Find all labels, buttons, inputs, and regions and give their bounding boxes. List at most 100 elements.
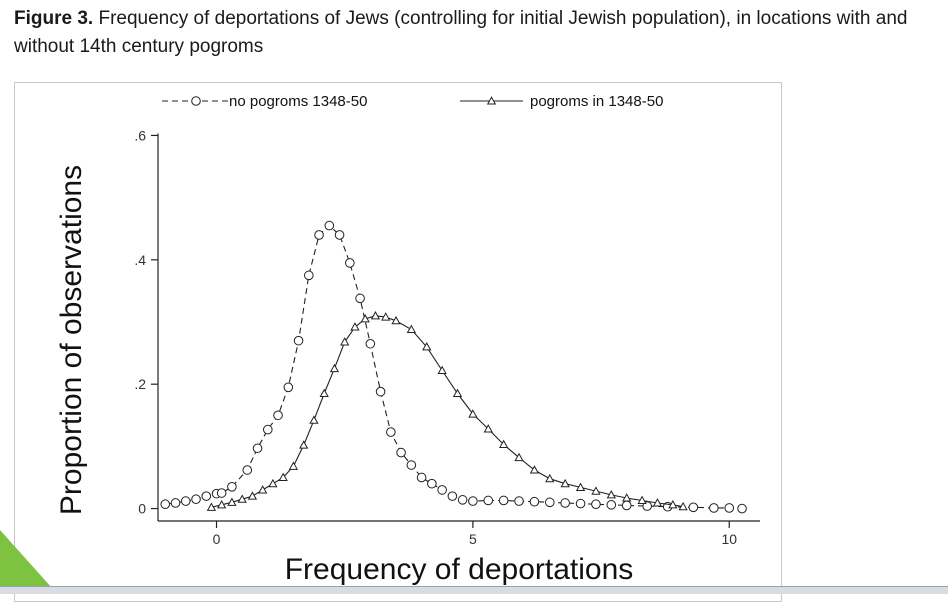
data-point [591, 499, 601, 510]
data-point [160, 499, 171, 510]
y-tick-label: .6 [134, 127, 146, 143]
line-chart: no pogroms 1348-50 pogroms in 1348-50 0 .2… [55, 93, 760, 586]
data-point [514, 496, 524, 506]
legend-marker [191, 96, 201, 106]
y-tick-label: .2 [134, 376, 146, 392]
y-tick-label: 0 [138, 501, 146, 517]
data-point [242, 465, 253, 475]
data-point [724, 503, 735, 513]
data-point [319, 388, 329, 398]
data-point [737, 503, 747, 514]
chart-axes: 0 .2 .4 .6 0 5 10 Frequency of deportations Prop… [55, 127, 760, 586]
data-point [355, 293, 365, 304]
data-point [340, 337, 350, 346]
data-point [622, 493, 632, 502]
series-no-pogroms [160, 220, 747, 514]
data-point [396, 447, 406, 458]
corner-badge [0, 530, 52, 588]
data-point [668, 500, 678, 509]
series-line [165, 224, 743, 510]
data-point [278, 472, 288, 482]
data-point [709, 503, 719, 513]
data-point [406, 324, 417, 334]
data-point [299, 440, 309, 449]
data-point [191, 494, 201, 505]
data-point [606, 490, 616, 499]
data-point [247, 491, 258, 500]
data-point [206, 502, 217, 511]
data-point [217, 500, 227, 509]
x-axis-label: Frequency of deportations [285, 553, 634, 586]
data-point [309, 415, 319, 424]
data-point [575, 482, 586, 491]
data-point [406, 460, 417, 470]
taskbar [0, 586, 948, 594]
data-point [416, 472, 427, 483]
data-point [452, 388, 463, 398]
data-point [227, 481, 237, 492]
data-point [560, 498, 570, 508]
data-point [201, 491, 212, 501]
data-point [370, 310, 381, 320]
data-point [386, 427, 396, 437]
legend-item: no pogroms 1348-50 [162, 93, 367, 110]
legend-label: pogroms in 1348-50 [530, 93, 663, 110]
data-point [606, 500, 617, 510]
data-point [545, 473, 555, 483]
data-point [262, 424, 273, 435]
data-point [591, 486, 601, 495]
data-point [252, 443, 263, 454]
data-point [227, 497, 237, 506]
data-point [621, 500, 632, 511]
data-point [283, 382, 294, 393]
chart-plot-area [160, 220, 747, 514]
y-axis-label: Proportion of observations [55, 165, 88, 515]
data-point [688, 502, 699, 513]
data-point [529, 496, 540, 507]
data-point [447, 491, 458, 501]
data-point [216, 488, 227, 498]
data-point [329, 363, 340, 373]
data-point [437, 485, 447, 495]
data-point [180, 496, 191, 506]
data-point [575, 498, 586, 509]
data-point [334, 230, 345, 240]
x-tick-label: 10 [721, 531, 737, 547]
data-point [268, 478, 278, 488]
data-point [293, 335, 304, 346]
data-point [437, 365, 447, 375]
series-pogroms [206, 310, 688, 511]
data-point [237, 494, 247, 503]
data-point [483, 424, 493, 433]
data-point [468, 409, 478, 418]
data-point [381, 312, 391, 321]
data-point [314, 230, 324, 240]
chart-legend: no pogroms 1348-50 pogroms in 1348-50 [162, 93, 663, 110]
data-point [304, 270, 314, 281]
figure-caption: Figure 3. Frequency of deportations of J… [14, 5, 944, 61]
data-point [427, 478, 437, 489]
data-point [391, 315, 401, 325]
y-tick-label: .4 [134, 252, 146, 268]
data-point [170, 498, 181, 508]
data-point [375, 386, 386, 397]
data-point [544, 497, 555, 508]
x-tick-label: 0 [213, 531, 221, 547]
figure-frame: no pogroms 1348-50 pogroms in 1348-50 0 .2… [14, 82, 782, 602]
data-point [365, 338, 376, 349]
data-point [350, 322, 360, 331]
figure-caption-text: Frequency of deportations of Jews (contr… [14, 8, 908, 57]
data-point [273, 410, 283, 421]
legend-label: no pogroms 1348-50 [229, 93, 367, 110]
data-point [360, 314, 370, 323]
data-point [678, 501, 688, 511]
data-point [529, 465, 540, 474]
data-point [422, 342, 432, 351]
figure-label: Figure 3. [14, 8, 94, 29]
data-point [498, 439, 509, 449]
data-point [652, 498, 663, 507]
data-point [258, 485, 268, 494]
data-point [483, 495, 494, 506]
x-tick-label: 5 [469, 531, 477, 547]
data-point [637, 495, 647, 505]
